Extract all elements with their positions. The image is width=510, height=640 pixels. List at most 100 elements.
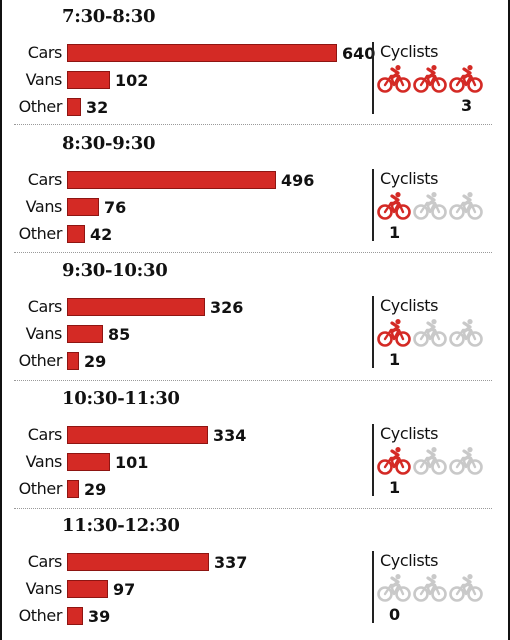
cyclist-icon-filled: [413, 65, 447, 93]
bar-other: [67, 607, 83, 625]
panel-separator: [14, 508, 492, 509]
data-label: 32: [86, 98, 109, 117]
cyclist-count: 0: [389, 605, 401, 624]
bar-row: Cars 326: [14, 296, 374, 318]
panel-divider: [372, 169, 374, 241]
bar-row: Vans 101: [14, 451, 374, 473]
bar-other: [67, 480, 79, 498]
bar-other: [67, 98, 81, 116]
cyclists-label: Cyclists: [380, 424, 439, 443]
panel-divider: [372, 551, 374, 623]
cyclist-count: 1: [389, 223, 401, 242]
bar-row: Other 29: [14, 478, 374, 500]
category-label: Cars: [27, 170, 63, 189]
category-label: Cars: [27, 552, 63, 571]
panel-separator: [14, 252, 492, 253]
cyclists-label: Cyclists: [380, 296, 439, 315]
cyclist-icon-empty: [413, 192, 447, 220]
right-edge: [508, 0, 510, 640]
cyclist-icon-filled: [377, 319, 411, 347]
data-label: 337: [214, 553, 248, 572]
bar-row: Other 39: [14, 605, 374, 627]
bar-row: Other 32: [14, 96, 374, 118]
data-label: 42: [90, 225, 113, 244]
cyclist-icon-filled: [377, 447, 411, 475]
bar-row: Other 29: [14, 350, 374, 372]
data-label: 29: [84, 352, 107, 371]
cyclist-icon-empty: [449, 319, 483, 347]
category-label: Other: [18, 224, 63, 243]
bar-vans: [67, 71, 110, 89]
cyclists-label: Cyclists: [380, 551, 439, 570]
bar-row: Vans 97: [14, 578, 374, 600]
cyclist-count: 3: [461, 96, 473, 115]
chart-panel: 10:30-11:30 Cars 334 Vans 101 Other 29 Cyclists…: [14, 386, 492, 512]
cyclist-icon-empty: [413, 319, 447, 347]
cyclist-count: 1: [389, 478, 401, 497]
data-label: 326: [210, 298, 244, 317]
data-label: 496: [281, 171, 315, 190]
panel-time-title: 8:30-9:30: [62, 133, 156, 154]
bar-other: [67, 225, 85, 243]
chart-panel: 7:30-8:30 Cars 640 Vans 102 Other 32 Cyclists 3: [14, 4, 492, 130]
data-label: 334: [213, 426, 247, 445]
category-label: Other: [18, 479, 63, 498]
cyclists-label: Cyclists: [380, 42, 439, 61]
data-label: 97: [113, 580, 136, 599]
cyclist-icon-filled: [377, 192, 411, 220]
bar-cars: [67, 171, 276, 189]
bar-row: Cars 337: [14, 551, 374, 573]
cyclist-icon-empty: [413, 447, 447, 475]
cyclist-count: 1: [389, 350, 401, 369]
bar-row: Vans 102: [14, 69, 374, 91]
panel-time-title: 11:30-12:30: [62, 515, 180, 536]
bar-row: Vans 85: [14, 323, 374, 345]
panel-divider: [372, 424, 374, 496]
category-label: Vans: [25, 452, 63, 471]
bar-cars: [67, 426, 208, 444]
data-label: 76: [104, 198, 127, 217]
bar-cars: [67, 44, 337, 62]
cyclist-icon-empty: [449, 447, 483, 475]
cyclists-label: Cyclists: [380, 169, 439, 188]
chart-panel: 8:30-9:30 Cars 496 Vans 76 Other 42 Cyclists 1: [14, 131, 492, 257]
cyclist-icon-filled: [449, 65, 483, 93]
cyclist-icon-empty: [449, 574, 483, 602]
left-edge: [0, 0, 2, 640]
bar-row: Vans 76: [14, 196, 374, 218]
cyclist-icon-empty: [413, 574, 447, 602]
panel-time-title: 9:30-10:30: [62, 260, 168, 281]
panel-separator: [14, 124, 492, 125]
bar-vans: [67, 453, 110, 471]
bar-row: Cars 496: [14, 169, 374, 191]
category-label: Cars: [27, 43, 63, 62]
chart-panel: 11:30-12:30 Cars 337 Vans 97 Other 39 Cyclists 0: [14, 513, 492, 639]
category-label: Vans: [25, 197, 63, 216]
category-label: Cars: [27, 425, 63, 444]
bar-row: Cars 334: [14, 424, 374, 446]
panel-divider: [372, 296, 374, 368]
chart-panel: 9:30-10:30 Cars 326 Vans 85 Other 29 Cyclists 1: [14, 258, 492, 384]
panel-time-title: 7:30-8:30: [62, 6, 156, 27]
cyclist-icon-filled: [377, 65, 411, 93]
bar-other: [67, 352, 79, 370]
category-label: Other: [18, 97, 63, 116]
panel-divider: [372, 42, 374, 114]
data-label: 102: [115, 71, 149, 90]
category-label: Other: [18, 351, 63, 370]
bar-vans: [67, 325, 103, 343]
bar-vans: [67, 580, 108, 598]
panel-separator: [14, 380, 492, 381]
cyclist-icon-empty: [377, 574, 411, 602]
category-label: Cars: [27, 297, 63, 316]
bar-row: Cars 640: [14, 42, 376, 64]
bar-cars: [67, 553, 209, 571]
bar-row: Other 42: [14, 223, 374, 245]
data-label: 85: [108, 325, 131, 344]
category-label: Vans: [25, 579, 63, 598]
bar-cars: [67, 298, 205, 316]
data-label: 29: [84, 480, 107, 499]
bar-vans: [67, 198, 99, 216]
data-label: 39: [88, 607, 111, 626]
panel-time-title: 10:30-11:30: [62, 388, 180, 409]
